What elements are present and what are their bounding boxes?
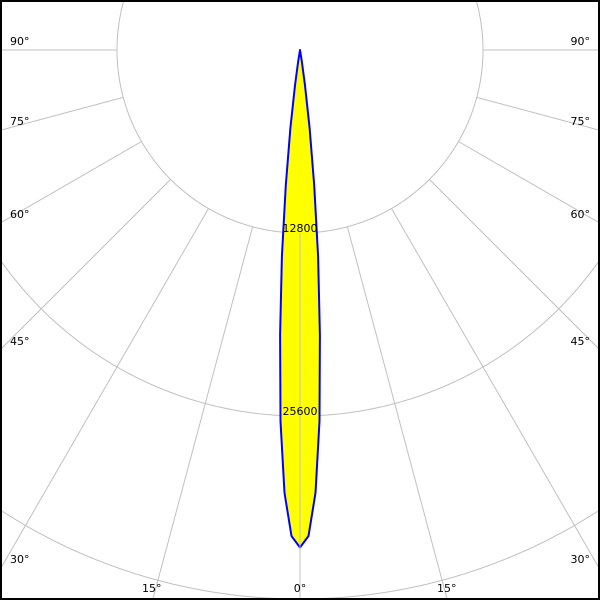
grid-radial-line-15 [152,226,254,600]
grid-radial-line-45 [0,179,171,351]
radial-tick-label: 12800 [283,222,318,235]
angle-label-right-60: 60° [571,208,591,221]
grid-radial-line-60 [458,141,600,224]
grid-circle-0 [116,0,484,234]
angle-label-left-15: 15° [142,582,162,595]
grid-radial-line-30 [391,208,600,570]
angle-label-left-30: 30° [10,553,30,566]
angle-label-left-45: 45° [10,335,30,348]
angle-label-right-90: 90° [571,35,591,48]
grid-radial-line-30 [0,208,209,570]
grid-radial-line-15 [346,226,448,600]
grid-circle-2 [0,509,600,600]
angle-label-right-30: 30° [571,553,591,566]
angle-label-0: 0° [294,582,307,595]
grid-radial-line-60 [0,141,142,224]
radial-tick-label: 25600 [283,405,318,418]
grid-radial-line-75 [476,96,600,131]
angle-label-right-15: 15° [437,582,457,595]
angle-label-right-75: 75° [571,115,591,128]
angle-label-left-90: 90° [10,35,30,48]
grid-circle-1 [0,259,600,417]
grid-radial-line-45 [429,179,600,351]
angle-label-right-45: 45° [571,335,591,348]
grid-radial-line-75 [0,96,124,131]
angle-label-left-60: 60° [10,208,30,221]
angle-label-left-75: 75° [10,115,30,128]
